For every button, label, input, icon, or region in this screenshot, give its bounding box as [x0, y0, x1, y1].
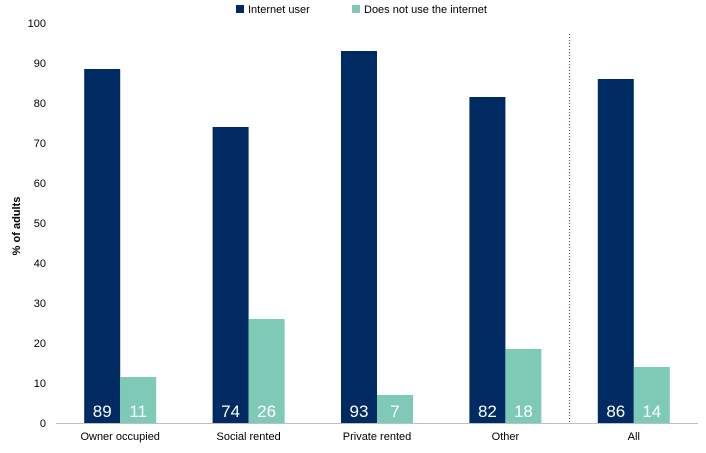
x-axis-categories: Owner occupied Social rented Private rente…: [80, 431, 639, 443]
data-label-does-not-use-the-internet-owner-occupied: 11: [129, 402, 147, 421]
y-tick-label-80: 80: [34, 98, 46, 110]
data-label-does-not-use-the-internet-other: 18: [514, 402, 533, 421]
bar-does-not-use-the-internet-social-rented: [248, 319, 285, 423]
bar-internet-user-owner-occupied: [84, 69, 121, 423]
bars: 89 11 74 26 93 7 82 18 86 14: [84, 51, 670, 423]
x-category-label-owner-occupied: Owner occupied: [80, 431, 160, 443]
x-category-label-other: Other: [492, 431, 520, 443]
legend: Internet user Does not use the internet: [236, 4, 487, 16]
x-category-label-private-rented: Private rented: [343, 431, 411, 443]
legend-label-does-not-use-the-internet: Does not use the internet: [364, 4, 487, 16]
bar-internet-user-all: [597, 79, 634, 423]
y-tick-label-0: 0: [40, 418, 46, 430]
bar-does-not-use-the-internet-other: [505, 349, 542, 423]
y-tick-label-20: 20: [34, 338, 46, 350]
data-label-internet-user-social-rented: 74: [221, 402, 240, 421]
y-tick-label-40: 40: [34, 258, 46, 270]
data-label-internet-user-all: 86: [606, 402, 625, 421]
y-tick-label-10: 10: [34, 378, 46, 390]
data-label-internet-user-other: 82: [478, 402, 497, 421]
y-tick-label-70: 70: [34, 138, 46, 150]
bar-internet-user-other: [469, 97, 506, 423]
legend-swatch-internet-user: [236, 5, 244, 13]
y-tick-label-90: 90: [34, 58, 46, 70]
y-tick-label-50: 50: [34, 218, 46, 230]
data-label-does-not-use-the-internet-social-rented: 26: [257, 402, 276, 421]
bar-does-not-use-the-internet-private-rented: [377, 395, 413, 423]
x-category-label-all: All: [628, 431, 640, 443]
y-tick-label-100: 100: [28, 18, 46, 30]
y-axis-label: % of adults: [11, 197, 23, 256]
bar-does-not-use-the-internet-all: [633, 367, 670, 423]
data-label-does-not-use-the-internet-private-rented: 7: [390, 402, 399, 421]
bar-internet-user-social-rented: [212, 127, 249, 423]
y-axis-ticks: 0 10 20 30 40 50 60 70 80 90 100: [28, 18, 46, 430]
legend-swatch-does-not-use-the-internet: [352, 5, 360, 13]
y-tick-label-60: 60: [34, 178, 46, 190]
legend-label-internet-user: Internet user: [248, 4, 310, 16]
bar-internet-user-private-rented: [341, 51, 377, 423]
data-label-internet-user-private-rented: 93: [350, 402, 369, 421]
x-category-label-social-rented: Social rented: [216, 431, 280, 443]
data-label-internet-user-owner-occupied: 89: [93, 402, 112, 421]
data-label-does-not-use-the-internet-all: 14: [642, 402, 661, 421]
y-tick-label-30: 30: [34, 298, 46, 310]
bar-does-not-use-the-internet-owner-occupied: [120, 377, 157, 423]
